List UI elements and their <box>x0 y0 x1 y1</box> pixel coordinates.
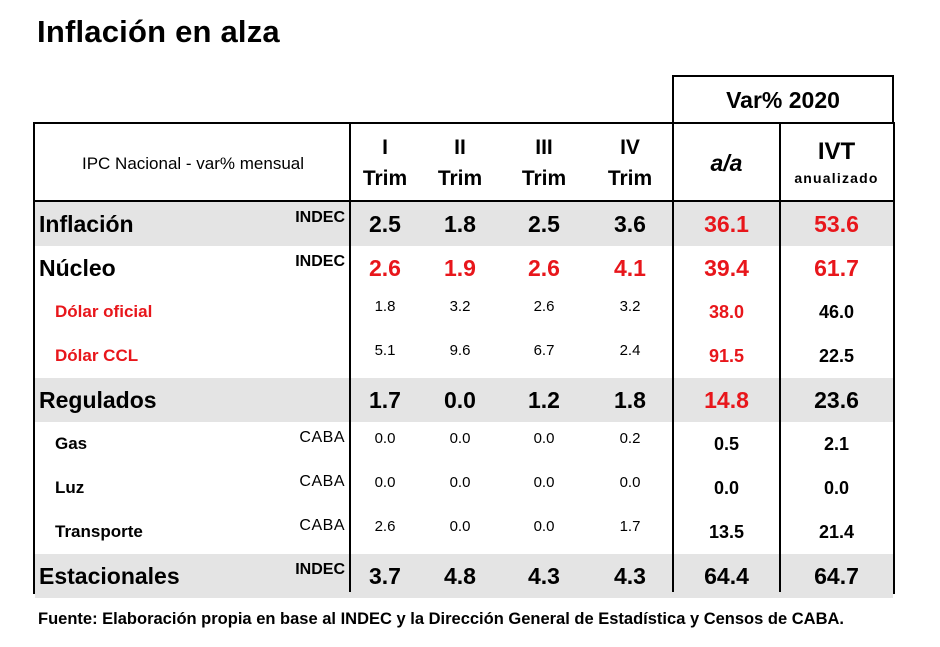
value-cell: 91.5 <box>708 345 745 366</box>
value-cell: 3.7 <box>369 562 401 589</box>
header-q3-line1: III <box>535 136 553 159</box>
header-q2-line1: II <box>454 136 466 159</box>
value-cell: 4.3 <box>614 562 646 589</box>
value-cell: 4.8 <box>444 562 476 589</box>
value-cell: 3.6 <box>614 210 646 237</box>
value-cell: 0.0 <box>444 386 476 413</box>
header-row-label-text: IPC Nacional - var% mensual <box>81 153 305 173</box>
value-cell: 21.4 <box>818 521 855 542</box>
header-q4-line1: IV <box>620 136 640 159</box>
value-cell: 2.5 <box>369 210 401 237</box>
header-ivt: IVT anualizado <box>780 124 893 202</box>
value-cell: 53.6 <box>814 210 859 237</box>
row-label: Gas <box>55 434 88 453</box>
row-label: Regulados <box>39 386 157 413</box>
column-divider <box>349 124 351 592</box>
header-aa: a/a <box>673 124 780 202</box>
column-divider <box>672 124 674 592</box>
value-cell: 13.5 <box>708 521 745 542</box>
row-divider <box>35 200 893 202</box>
value-cell: 2.1 <box>823 433 850 454</box>
row-label: Dólar oficial <box>55 302 153 321</box>
header-q1-line1: I <box>382 136 388 159</box>
header-q3-line2: Trim <box>521 167 567 190</box>
header-aa-text: a/a <box>710 149 743 176</box>
value-cell: 0.0 <box>713 477 740 498</box>
row-label: Núcleo <box>39 254 116 281</box>
value-cell: 0.0 <box>449 518 471 535</box>
group-header-var-2020: Var% 2020 <box>672 75 894 123</box>
value-cell: 0.0 <box>619 474 641 491</box>
value-cell: 0.0 <box>533 430 555 447</box>
value-cell: 1.2 <box>528 386 560 413</box>
value-cell: 4.3 <box>528 562 560 589</box>
row-label: Inflación <box>39 210 134 237</box>
value-cell: 3.2 <box>449 298 471 315</box>
row-source: CABA <box>299 429 345 446</box>
row-label: Transporte <box>55 522 143 541</box>
row-source: INDEC <box>295 209 345 226</box>
header-row-label: IPC Nacional - var% mensual <box>35 124 351 202</box>
header-ivt-sub: anualizado <box>794 170 879 186</box>
header-q1: I Trim <box>351 124 419 202</box>
value-cell: 5.1 <box>374 342 396 359</box>
row-shade <box>35 202 893 246</box>
header-ivt-text: IVT <box>817 138 856 165</box>
value-cell: 0.0 <box>374 430 396 447</box>
column-divider <box>779 124 781 592</box>
value-cell: 0.5 <box>713 433 740 454</box>
value-cell: 6.7 <box>533 342 555 359</box>
header-q2: II Trim <box>419 124 501 202</box>
value-cell: 2.6 <box>374 518 396 535</box>
header-q2-line2: Trim <box>437 167 483 190</box>
value-cell: 2.6 <box>528 254 560 281</box>
value-cell: 64.4 <box>704 562 749 589</box>
value-cell: 0.2 <box>619 430 641 447</box>
row-shade <box>35 378 893 422</box>
row-shade <box>35 554 893 598</box>
value-cell: 1.8 <box>614 386 646 413</box>
page-title: Inflación en alza <box>37 14 280 49</box>
value-cell: 1.8 <box>444 210 476 237</box>
value-cell: 2.6 <box>369 254 401 281</box>
value-cell: 0.0 <box>449 474 471 491</box>
value-cell: 46.0 <box>818 301 855 322</box>
value-cell: 1.9 <box>444 254 476 281</box>
value-cell: 2.4 <box>619 342 641 359</box>
value-cell: 36.1 <box>704 210 749 237</box>
value-cell: 0.0 <box>823 477 850 498</box>
row-source: CABA <box>299 517 345 534</box>
value-cell: 9.6 <box>449 342 471 359</box>
row-source: INDEC <box>295 253 345 270</box>
value-cell: 39.4 <box>704 254 749 281</box>
value-cell: 38.0 <box>708 301 745 322</box>
value-cell: 22.5 <box>818 345 855 366</box>
header-q1-line2: Trim <box>362 167 408 190</box>
row-label: Estacionales <box>39 562 180 589</box>
value-cell: 1.8 <box>374 298 396 315</box>
source-footer: Fuente: Elaboración propia en base al IN… <box>38 610 844 628</box>
value-cell: 3.2 <box>619 298 641 315</box>
value-cell: 4.1 <box>614 254 646 281</box>
value-cell: 0.0 <box>449 430 471 447</box>
header-q4: IV Trim <box>587 124 673 202</box>
row-label: Dólar CCL <box>55 346 139 365</box>
value-cell: 64.7 <box>814 562 859 589</box>
row-label: Luz <box>55 478 85 497</box>
value-cell: 2.6 <box>533 298 555 315</box>
value-cell: 0.0 <box>533 474 555 491</box>
value-cell: 23.6 <box>814 386 859 413</box>
value-cell: 14.8 <box>704 386 749 413</box>
value-cell: 0.0 <box>533 518 555 535</box>
row-source: CABA <box>299 473 345 490</box>
value-cell: 61.7 <box>814 254 859 281</box>
inflation-table: IPC Nacional - var% mensual I Trim II Trim… <box>33 122 895 598</box>
value-cell: 2.5 <box>528 210 560 237</box>
value-cell: 1.7 <box>369 386 401 413</box>
value-cell: 1.7 <box>619 518 641 535</box>
row-source: INDEC <box>295 561 345 578</box>
header-q3: III Trim <box>501 124 587 202</box>
header-q4-line2: Trim <box>607 167 653 190</box>
value-cell: 0.0 <box>374 474 396 491</box>
